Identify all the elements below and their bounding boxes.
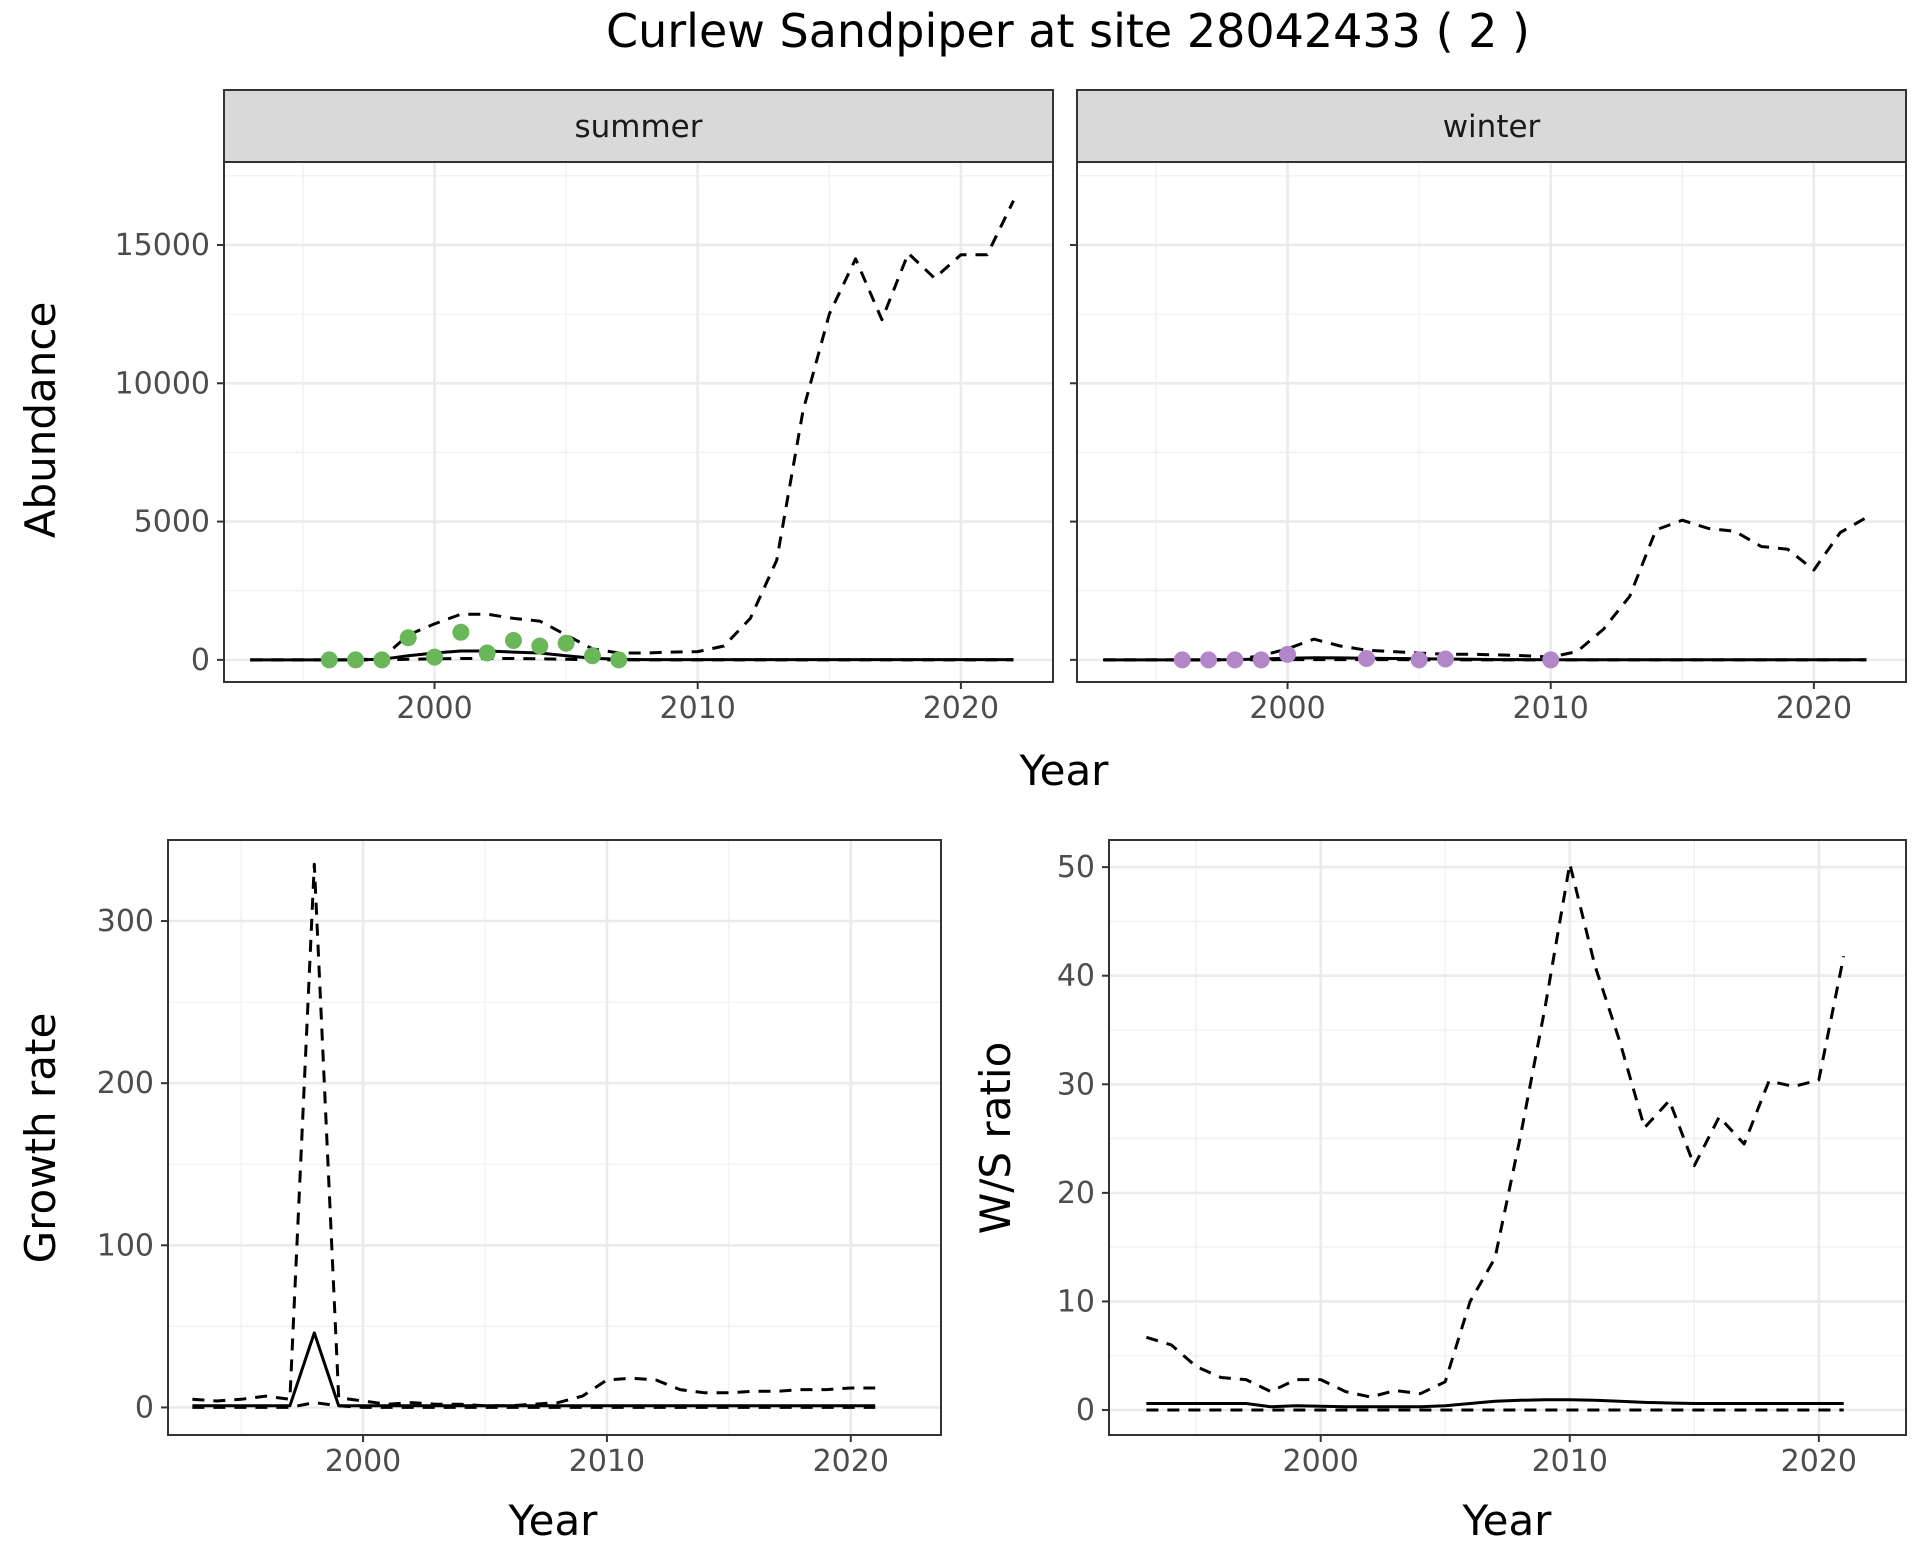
summer-plot-area: 2000 2010 2020 0 5000 10000 15000 [115, 161, 1054, 726]
winter-observed-point [1173, 651, 1191, 669]
growth-y-tick-label: 200 [97, 1066, 154, 1101]
winter-observed-point [1200, 651, 1218, 669]
strip-label-summer: summer [574, 109, 702, 145]
growth-y-tick-label: 100 [97, 1228, 154, 1263]
ratio-x-tick-label: 2010 [1532, 1444, 1608, 1479]
growth-series-dashed-line-1 [192, 862, 876, 1408]
growth-x-tick-label: 2010 [569, 1444, 645, 1479]
winter-x-tick-label: 2000 [1249, 691, 1325, 726]
summer-x-tick-label: 2020 [923, 691, 999, 726]
winter-x-tick-label: 2010 [1513, 691, 1589, 726]
growth-y-tick-label: 300 [97, 904, 154, 939]
main-title: Curlew Sandpiper at site 28042433 ( 2 ) [606, 4, 1530, 58]
ratio-panel-background [1109, 840, 1906, 1435]
summer-observed-point [583, 647, 601, 665]
ratio-y-axis-title: W/S ratio [971, 1042, 1020, 1235]
ratio-y-tick-label: 40 [1057, 959, 1095, 994]
summer-y-tick-label: 10000 [115, 366, 210, 401]
summer-observed-point [347, 651, 365, 669]
growth-x-tick-label: 2000 [325, 1444, 401, 1479]
summer-observed-point [426, 648, 444, 666]
strip-label-winter: winter [1443, 109, 1541, 145]
strip-winter [1076, 89, 1907, 163]
summer-x-tick-label: 2000 [396, 691, 472, 726]
growth-series-solid-line-2 [192, 1331, 876, 1408]
summer-y-tick-label: 15000 [115, 228, 210, 263]
winter-x-tick-label: 2020 [1776, 691, 1852, 726]
winter-plot-area: 2000 2010 2020 [1070, 161, 1907, 726]
ratio-y-tick-label: 0 [1076, 1393, 1095, 1428]
panel-summer: 2000 2010 2020 0 5000 10000 15000 summer Abund… [16, 89, 1054, 726]
panel-ws-ratio: 2000 2010 2020 0 10 20 30 40 50 Year W/S ratio [971, 839, 1907, 1545]
ratio-series-dashed-line-1 [1145, 862, 1846, 1399]
summer-observed-point [320, 651, 338, 669]
panel-growth-rate: 2000 2010 2020 0 100 200 300 Year Growth rate [16, 839, 942, 1545]
ratio-plot-area: 2000 2010 2020 0 10 20 30 40 50 [1057, 839, 1907, 1479]
ratio-y-tick-label: 50 [1057, 850, 1095, 885]
summer-x-tick-label: 2010 [660, 691, 736, 726]
winter-panel-background [1077, 162, 1906, 682]
growth-panel-border [167, 839, 942, 1436]
winter-observed-point [1252, 651, 1270, 669]
summer-y-tick-label: 5000 [134, 505, 210, 540]
panel-winter: 2000 2010 2020 winter [1070, 89, 1907, 726]
ratio-panel-border [1108, 839, 1907, 1436]
top-x-axis-title: Year [1019, 746, 1110, 795]
growth-y-tick-label: 0 [135, 1390, 154, 1425]
growth-y-axis-title: Growth rate [16, 1013, 65, 1264]
summer-observed-point [557, 634, 575, 652]
winter-observed-point [1279, 645, 1297, 663]
summer-observed-point [399, 629, 417, 647]
summer-y-tick-label: 0 [191, 643, 210, 678]
summer-observed-point [452, 623, 470, 641]
summer-panel-background [224, 162, 1053, 682]
ratio-y-tick-label: 10 [1057, 1284, 1095, 1319]
ratio-series-solid-line-2 [1146, 1398, 1844, 1409]
ratio-x-axis-title: Year [1462, 1496, 1553, 1545]
summer-observed-point [610, 651, 628, 669]
winter-observed-point [1357, 649, 1375, 667]
ratio-y-tick-label: 30 [1057, 1067, 1095, 1102]
ratio-x-tick-label: 2000 [1283, 1444, 1359, 1479]
ratio-x-tick-label: 2020 [1781, 1444, 1857, 1479]
winter-observed-point [1226, 651, 1244, 669]
ratio-y-tick-label: 20 [1057, 1176, 1095, 1211]
growth-x-tick-label: 2020 [813, 1444, 889, 1479]
winter-observed-point [1542, 651, 1560, 669]
growth-plot-area: 2000 2010 2020 0 100 200 300 [97, 839, 942, 1479]
summer-observed-point [478, 644, 496, 662]
winter-observed-point [1436, 650, 1454, 668]
growth-x-axis-title: Year [508, 1496, 599, 1545]
summer-y-axis-title: Abundance [16, 302, 65, 539]
summer-observed-point [373, 651, 391, 669]
growth-panel-background [168, 840, 941, 1435]
summer-observed-point [504, 632, 522, 650]
strip-summer [223, 89, 1054, 163]
summer-observed-point [531, 637, 549, 655]
winter-observed-point [1410, 651, 1428, 669]
growth-series-dashed-line-3 [192, 1401, 876, 1409]
